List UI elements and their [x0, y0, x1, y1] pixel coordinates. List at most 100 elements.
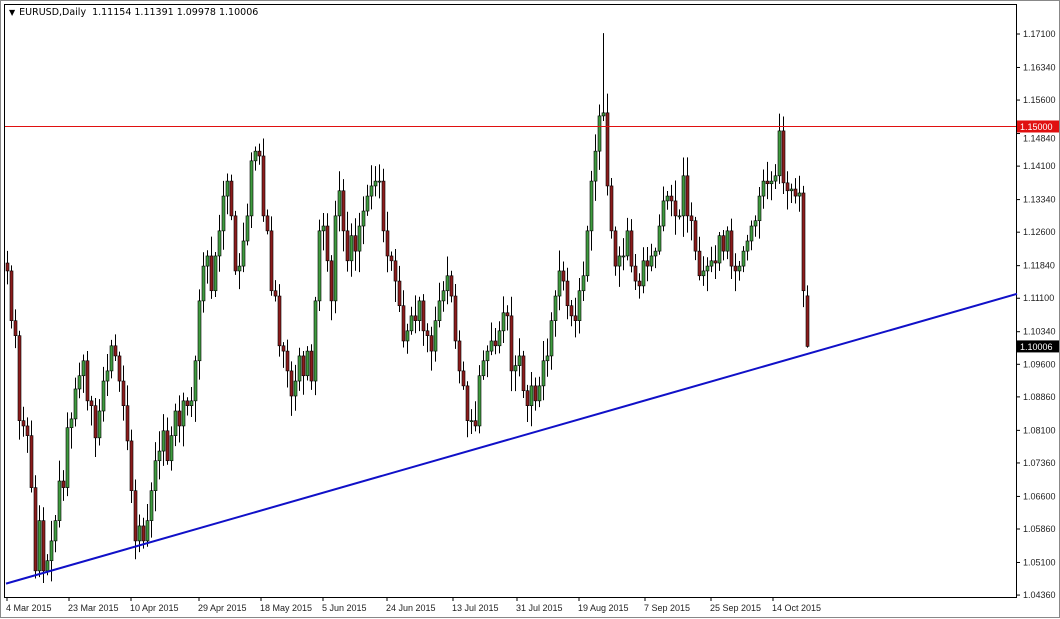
bull-candle: [537, 376, 542, 408]
bull-candle: [517, 338, 522, 377]
bull-candle: [585, 225, 590, 282]
candle-body: [437, 300, 442, 322]
bear-candle: [233, 210, 238, 275]
candle-body: [633, 265, 638, 282]
candle-body: [173, 410, 178, 436]
bear-candle: [645, 246, 650, 282]
candle-body: [773, 175, 778, 182]
bear-candle: [637, 273, 642, 299]
candle-body: [205, 255, 210, 267]
bull-candle: [221, 180, 226, 250]
bull-candle: [169, 426, 174, 471]
candle-body: [73, 388, 78, 420]
bear-candle: [397, 265, 402, 312]
bull-candle: [205, 250, 210, 284]
candle-body: [593, 150, 598, 182]
candle-body: [277, 295, 282, 347]
bull-candle: [681, 157, 686, 237]
bull-candle: [105, 354, 110, 397]
candle-body: [669, 195, 674, 202]
bull-candle: [189, 387, 194, 417]
candle-body: [457, 340, 462, 372]
candle-body: [653, 250, 658, 257]
bear-candle: [29, 420, 34, 493]
bull-candle: [49, 520, 54, 582]
bear-candle: [9, 265, 14, 329]
bull-candle: [405, 323, 410, 354]
candle-body: [233, 215, 238, 272]
candle-body: [301, 355, 306, 377]
y-tick-label: 1.11840: [1023, 261, 1055, 271]
bull-candle: [181, 392, 186, 447]
bear-candle: [669, 184, 674, 217]
candle-body: [441, 290, 446, 302]
bull-candle: [557, 250, 562, 311]
bull-candle: [173, 403, 178, 447]
candle-body: [701, 270, 706, 277]
candle-body: [665, 195, 670, 202]
bull-candle: [253, 146, 258, 171]
bull-candle: [625, 217, 630, 261]
bear-candle: [505, 305, 510, 331]
candle-body: [657, 225, 662, 252]
bear-candle: [421, 294, 426, 346]
candle-body: [677, 215, 682, 218]
candle-body: [469, 420, 474, 422]
bear-candle: [165, 417, 170, 465]
candle-body: [37, 520, 42, 572]
candle-body: [453, 295, 458, 342]
bear-candle: [785, 171, 790, 210]
candle-body: [785, 182, 790, 192]
bull-candle: [641, 247, 646, 294]
candle-body: [57, 480, 62, 521]
bear-candle: [89, 395, 94, 426]
bear-candle: [85, 351, 90, 411]
x-tick-label: 31 Jul 2015: [516, 603, 563, 613]
candle-body: [445, 275, 450, 292]
candle-body: [49, 540, 54, 562]
bear-candle: [457, 330, 462, 384]
candle-body: [181, 400, 186, 427]
x-tick-label: 4 Mar 2015: [6, 603, 52, 613]
candle-body: [261, 155, 266, 217]
bull-candle: [769, 171, 774, 201]
candle-body: [89, 400, 94, 406]
chart-plot-area[interactable]: [4, 4, 1017, 598]
bear-candle: [389, 251, 394, 271]
support-trendline: [5, 292, 1018, 585]
candle-body: [725, 230, 730, 252]
candle-body: [241, 240, 246, 267]
bull-candle: [377, 164, 382, 199]
candle-body: [177, 410, 182, 427]
candle-body: [53, 520, 58, 542]
symbol-label: EURUSD,Daily: [19, 7, 87, 18]
bear-candle: [129, 429, 134, 503]
bear-candle: [569, 300, 574, 327]
candle-body: [557, 270, 562, 297]
candle-body: [753, 220, 758, 227]
bear-candle: [533, 377, 538, 411]
candle-body: [625, 230, 630, 257]
bear-candle: [609, 178, 614, 239]
bull-candle: [145, 504, 150, 547]
candle-body: [41, 520, 46, 572]
y-tick-label: 1.14100: [1023, 161, 1056, 171]
bear-candle: [525, 384, 530, 422]
bear-candle: [793, 178, 798, 204]
bull-candle: [57, 460, 62, 528]
bull-candle: [81, 354, 86, 393]
dropdown-arrow-icon[interactable]: ▼: [9, 8, 16, 17]
bear-candle: [265, 209, 270, 235]
resistance-price-label: 1.15000: [1020, 122, 1053, 132]
candle-body: [389, 255, 394, 262]
bull-candle: [37, 505, 42, 578]
candle-body: [529, 385, 534, 406]
bull-candle: [65, 412, 70, 497]
candle-body: [685, 175, 690, 217]
candle-body: [565, 280, 570, 307]
candle-body: [257, 150, 262, 157]
candle-body: [85, 360, 90, 402]
candle-body: [697, 250, 702, 277]
candle-body: [517, 355, 522, 366]
bear-candle: [125, 385, 130, 451]
